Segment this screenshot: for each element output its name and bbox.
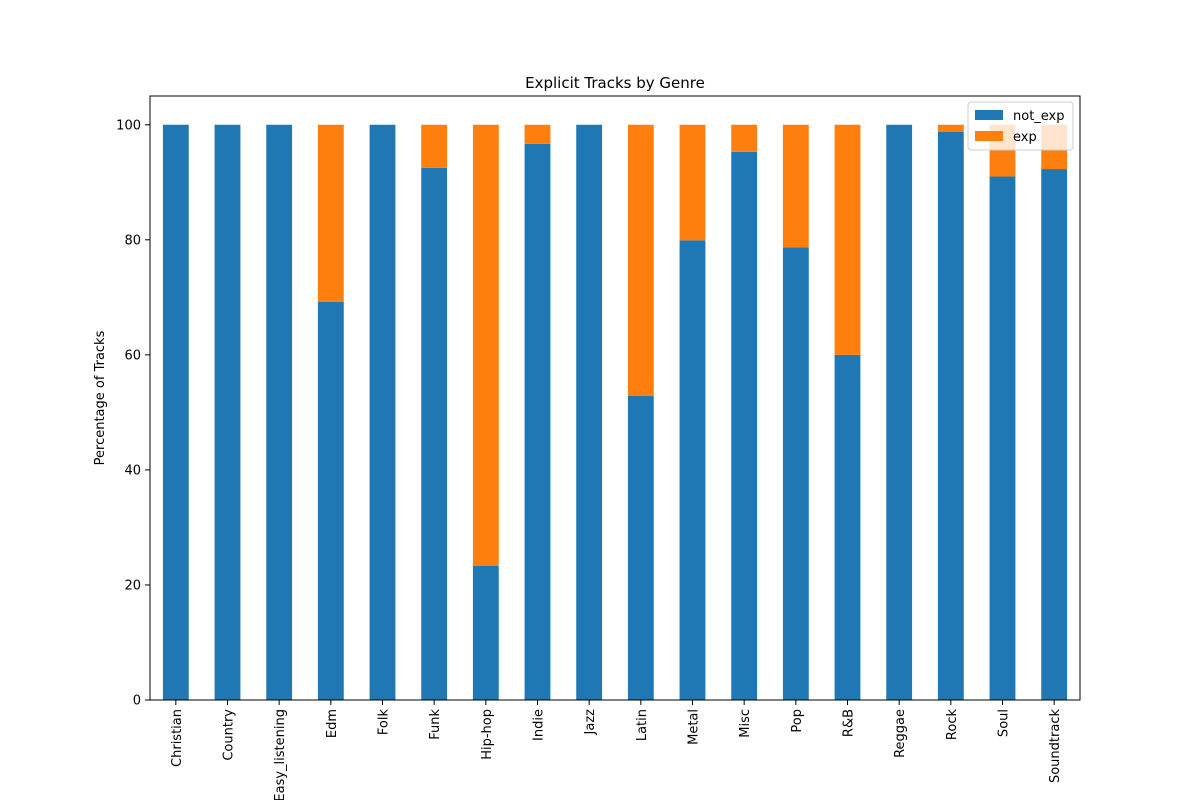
legend-label-not-exp: not_exp	[1013, 109, 1065, 124]
bar-not-exp-6	[472, 565, 499, 700]
bar-not-exp-4	[369, 124, 396, 700]
x-tick-label-17: Soundtrack	[1048, 709, 1063, 783]
bar-not-exp-0	[162, 124, 189, 700]
plot-frame	[149, 95, 1081, 701]
x-tick-label-1: Country	[222, 709, 237, 761]
bar-not-exp-13	[834, 354, 861, 700]
bar-exp-11	[731, 124, 758, 152]
bars-layer	[162, 124, 1068, 701]
bar-exp-9	[627, 124, 654, 396]
x-tick-label-12: Pop	[790, 709, 805, 733]
bar-not-exp-7	[524, 143, 551, 701]
x-tick-label-3: Edm	[325, 709, 340, 738]
x-tick-label-10: Metal	[687, 709, 702, 745]
bar-not-exp-1	[214, 124, 241, 700]
bar-not-exp-14	[886, 124, 913, 700]
x-tick-label-15: Rock	[945, 709, 960, 741]
x-tick-label-8: Jazz	[583, 709, 598, 736]
axes-layer: Christian Country Easy_listening Edm Folk Fun…	[116, 118, 1063, 801]
x-tick-label-6: Hip-hop	[480, 709, 495, 760]
bar-not-exp-15	[937, 131, 964, 700]
legend-label-exp: exp	[1013, 130, 1037, 145]
x-tick-label-9: Latin	[635, 709, 650, 741]
bar-not-exp-9	[627, 395, 654, 700]
y-tick-label-1: 20	[124, 578, 141, 593]
legend-swatch-not-exp	[975, 110, 1003, 120]
bar-exp-15	[937, 124, 964, 132]
x-tick-label-13: R&B	[842, 709, 857, 737]
bar-not-exp-16	[989, 176, 1016, 700]
x-tick-label-4: Folk	[377, 709, 392, 736]
bar-not-exp-17	[1041, 169, 1068, 700]
x-tick-label-7: Indie	[532, 709, 547, 741]
bar-not-exp-11	[731, 151, 758, 701]
x-tick-label-11: Misc	[738, 709, 753, 738]
bar-exp-7	[524, 124, 551, 144]
y-axis-title: Percentage of Tracks	[93, 330, 108, 465]
chart-title: Explicit Tracks by Genre	[525, 74, 705, 92]
bar-exp-13	[834, 124, 861, 355]
x-tick-label-2: Easy_listening	[273, 709, 288, 800]
x-tick-label-0: Christian	[170, 709, 185, 767]
legend-swatch-exp	[975, 131, 1003, 141]
bar-exp-3	[317, 124, 344, 302]
bar-not-exp-3	[317, 301, 344, 700]
bar-not-exp-12	[782, 247, 809, 701]
x-tick-label-14: Reggae	[893, 709, 908, 758]
y-tick-label-3: 60	[124, 348, 141, 363]
bar-not-exp-10	[679, 240, 706, 700]
y-tick-label-5: 100	[116, 118, 141, 133]
bar-exp-12	[782, 124, 809, 248]
bar-exp-6	[472, 124, 499, 566]
x-tick-label-16: Soul	[997, 709, 1012, 737]
y-tick-label-0: 0	[133, 694, 141, 709]
bar-not-exp-2	[266, 124, 293, 700]
bar-not-exp-5	[421, 167, 448, 700]
bar-exp-5	[421, 124, 448, 168]
y-tick-label-4: 80	[124, 233, 141, 248]
bar-not-exp-8	[576, 124, 603, 700]
y-tick-label-2: 40	[124, 463, 141, 478]
x-tick-label-5: Funk	[428, 709, 443, 740]
bar-exp-10	[679, 124, 706, 241]
